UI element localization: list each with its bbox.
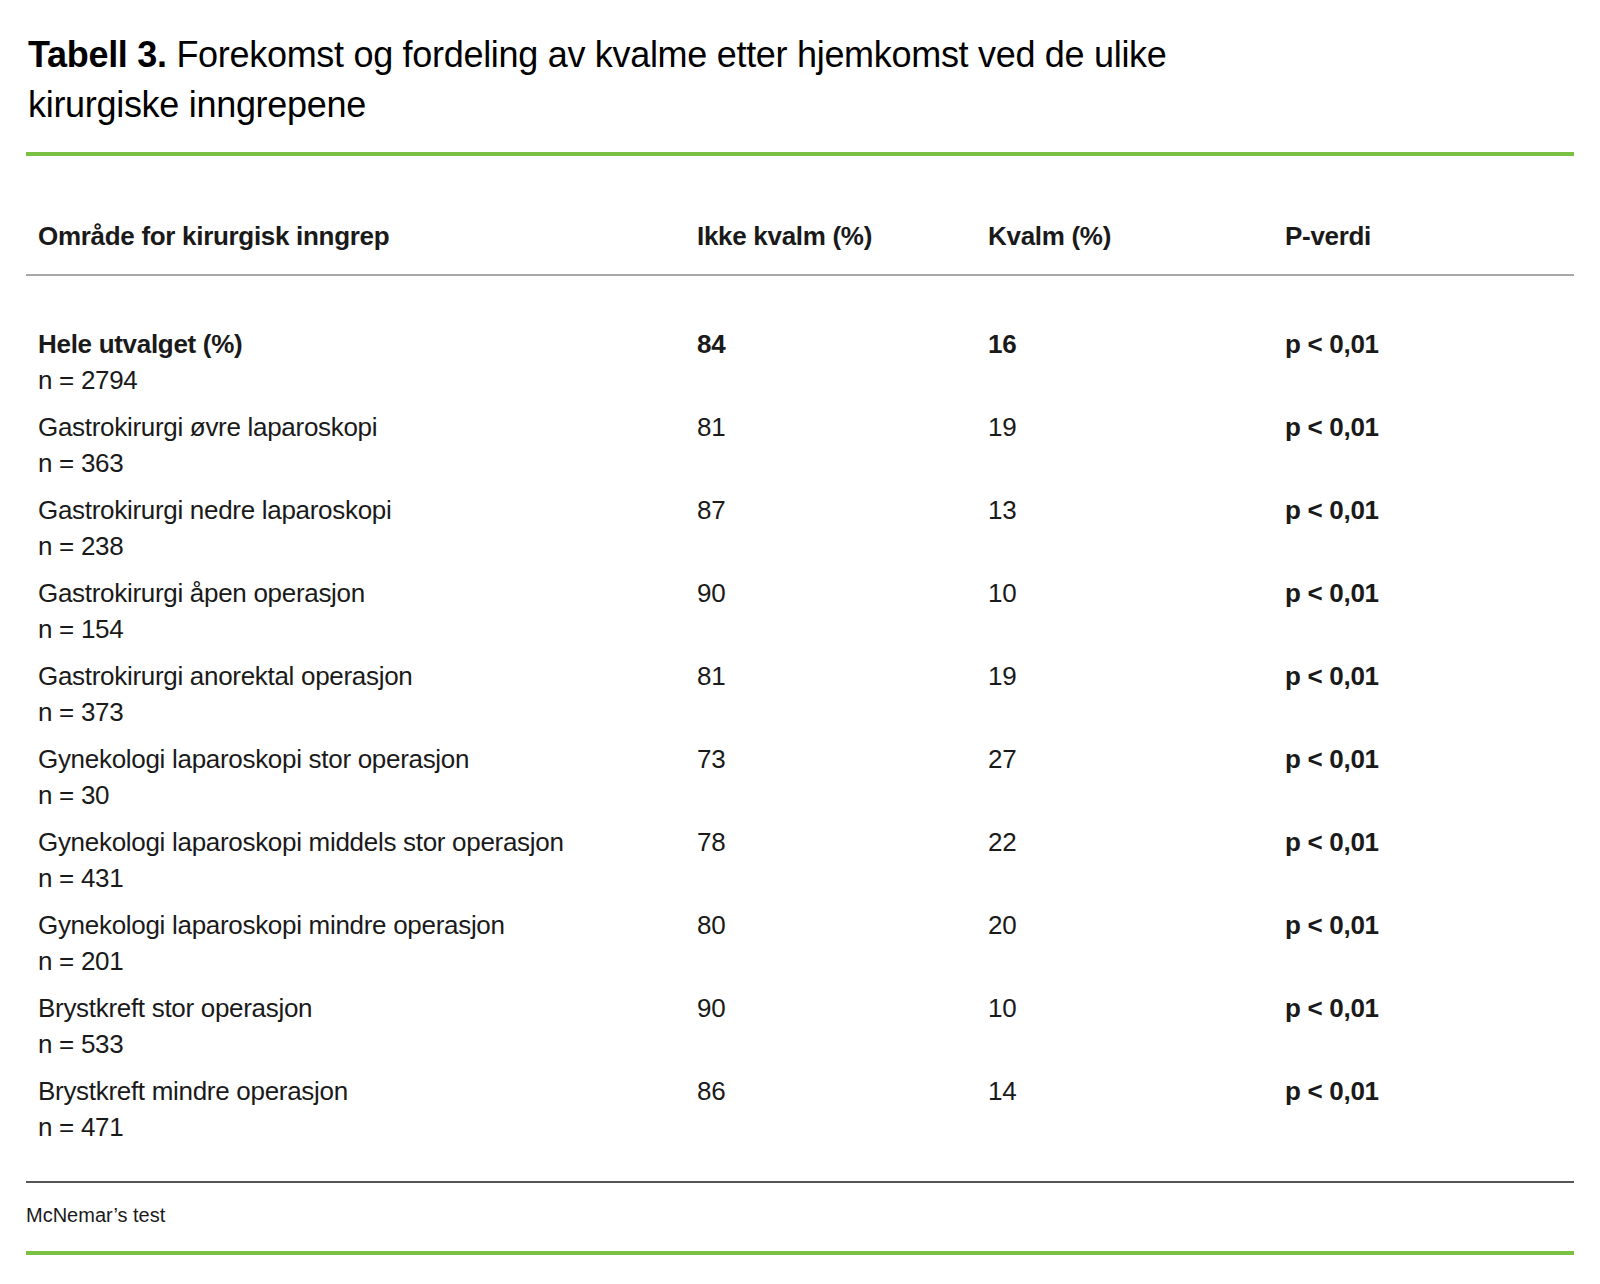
- sample-size: n = 154: [38, 611, 697, 647]
- table-row: Gynekologi laparoskopi middels stor oper…: [38, 824, 1574, 896]
- procedure-name: Gastrokirurgi øvre laparoskopi: [38, 409, 697, 445]
- p-value: p < 0,01: [1285, 326, 1574, 398]
- table-figure-page: Tabell 3. Forekomst og fordeling av kval…: [0, 30, 1600, 1284]
- table-row: Gastrokirurgi anorektal operasjon n = 37…: [38, 658, 1574, 730]
- table-title-text: Forekomst og fordeling av kvalme etter h…: [28, 34, 1167, 125]
- p-value: p < 0,01: [1285, 741, 1574, 813]
- p-value: p < 0,01: [1285, 409, 1574, 481]
- no-nausea-value: 81: [697, 409, 988, 481]
- no-nausea-value: 90: [697, 575, 988, 647]
- procedure-name: Gynekologi laparoskopi mindre operasjon: [38, 907, 697, 943]
- no-nausea-value: 81: [697, 658, 988, 730]
- nausea-value: 10: [988, 990, 1285, 1062]
- table-footnote: McNemar’s test: [26, 1201, 1600, 1229]
- nausea-value: 10: [988, 575, 1285, 647]
- table-row: Gynekologi laparoskopi stor operasjon n …: [38, 741, 1574, 813]
- nausea-value: 13: [988, 492, 1285, 564]
- sample-size: n = 533: [38, 1026, 697, 1062]
- sample-size: n = 201: [38, 943, 697, 979]
- procedure-name: Gynekologi laparoskopi middels stor oper…: [38, 824, 697, 860]
- table-body: Hele utvalget (%) n = 2794 84 16 p < 0,0…: [0, 326, 1600, 1145]
- row-area-cell: Gastrokirurgi åpen operasjon n = 154: [38, 575, 697, 647]
- column-header-nausea: Kvalm (%): [988, 218, 1285, 254]
- nausea-value: 27: [988, 741, 1285, 813]
- sample-size: n = 238: [38, 528, 697, 564]
- p-value: p < 0,01: [1285, 1073, 1574, 1145]
- table-row: Gastrokirurgi åpen operasjon n = 154 90 …: [38, 575, 1574, 647]
- header-divider-rule: [26, 274, 1574, 276]
- nausea-value: 19: [988, 658, 1285, 730]
- p-value: p < 0,01: [1285, 575, 1574, 647]
- procedure-name: Brystkreft mindre operasjon: [38, 1073, 697, 1109]
- row-area-cell: Gynekologi laparoskopi stor operasjon n …: [38, 741, 697, 813]
- no-nausea-value: 87: [697, 492, 988, 564]
- table-row: Brystkreft stor operasjon n = 533 90 10 …: [38, 990, 1574, 1062]
- p-value: p < 0,01: [1285, 492, 1574, 564]
- bottom-accent-rule: [26, 1251, 1574, 1255]
- no-nausea-value: 90: [697, 990, 988, 1062]
- row-area-cell: Gynekologi laparoskopi mindre operasjon …: [38, 907, 697, 979]
- row-area-cell: Brystkreft mindre operasjon n = 471: [38, 1073, 697, 1145]
- procedure-name: Gastrokirurgi nedre laparoskopi: [38, 492, 697, 528]
- column-header-no-nausea: Ikke kvalm (%): [697, 218, 988, 254]
- procedure-name: Gastrokirurgi anorektal operasjon: [38, 658, 697, 694]
- row-area-cell: Brystkreft stor operasjon n = 533: [38, 990, 697, 1062]
- row-area-cell: Gynekologi laparoskopi middels stor oper…: [38, 824, 697, 896]
- no-nausea-value: 86: [697, 1073, 988, 1145]
- footer-divider-rule: [26, 1181, 1574, 1183]
- table-number-label: Tabell 3.: [28, 34, 167, 75]
- row-area-cell: Hele utvalget (%) n = 2794: [38, 326, 697, 398]
- p-value: p < 0,01: [1285, 658, 1574, 730]
- procedure-name: Hele utvalget (%): [38, 326, 697, 362]
- nausea-value: 16: [988, 326, 1285, 398]
- no-nausea-value: 78: [697, 824, 988, 896]
- nausea-value: 14: [988, 1073, 1285, 1145]
- sample-size: n = 30: [38, 777, 697, 813]
- row-area-cell: Gastrokirurgi nedre laparoskopi n = 238: [38, 492, 697, 564]
- nausea-value: 19: [988, 409, 1285, 481]
- no-nausea-value: 73: [697, 741, 988, 813]
- no-nausea-value: 84: [697, 326, 988, 398]
- sample-size: n = 373: [38, 694, 697, 730]
- table-row: Gastrokirurgi øvre laparoskopi n = 363 8…: [38, 409, 1574, 481]
- procedure-name: Gynekologi laparoskopi stor operasjon: [38, 741, 697, 777]
- p-value: p < 0,01: [1285, 990, 1574, 1062]
- p-value: p < 0,01: [1285, 907, 1574, 979]
- nausea-value: 22: [988, 824, 1285, 896]
- procedure-name: Brystkreft stor operasjon: [38, 990, 697, 1026]
- table-row: Gastrokirurgi nedre laparoskopi n = 238 …: [38, 492, 1574, 564]
- table-row: Brystkreft mindre operasjon n = 471 86 1…: [38, 1073, 1574, 1145]
- column-header-area: Område for kirurgisk inngrep: [38, 218, 697, 254]
- nausea-value: 20: [988, 907, 1285, 979]
- top-accent-rule: [26, 152, 1574, 156]
- sample-size: n = 431: [38, 860, 697, 896]
- page-title: Tabell 3. Forekomst og fordeling av kval…: [28, 30, 1308, 130]
- table-header-row: Område for kirurgisk inngrep Ikke kvalm …: [38, 218, 1574, 254]
- sample-size: n = 363: [38, 445, 697, 481]
- sample-size: n = 2794: [38, 362, 697, 398]
- row-area-cell: Gastrokirurgi øvre laparoskopi n = 363: [38, 409, 697, 481]
- row-area-cell: Gastrokirurgi anorektal operasjon n = 37…: [38, 658, 697, 730]
- no-nausea-value: 80: [697, 907, 988, 979]
- table-row: Gynekologi laparoskopi mindre operasjon …: [38, 907, 1574, 979]
- column-header-p-value: P-verdi: [1285, 218, 1574, 254]
- table-row: Hele utvalget (%) n = 2794 84 16 p < 0,0…: [38, 326, 1574, 398]
- p-value: p < 0,01: [1285, 824, 1574, 896]
- sample-size: n = 471: [38, 1109, 697, 1145]
- procedure-name: Gastrokirurgi åpen operasjon: [38, 575, 697, 611]
